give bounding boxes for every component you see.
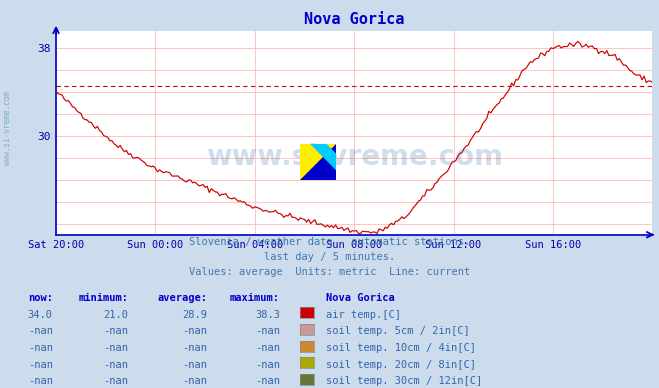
Text: -nan: -nan (255, 343, 280, 353)
Text: maximum:: maximum: (230, 293, 280, 303)
Text: www.si-vreme.com: www.si-vreme.com (206, 143, 503, 171)
Text: Values: average  Units: metric  Line: current: Values: average Units: metric Line: curr… (189, 267, 470, 277)
Text: www.si-vreme.com: www.si-vreme.com (3, 91, 13, 165)
Text: 21.0: 21.0 (103, 310, 129, 320)
Text: -nan: -nan (28, 360, 53, 370)
Text: soil temp. 20cm / 8in[C]: soil temp. 20cm / 8in[C] (326, 360, 476, 370)
Text: soil temp. 30cm / 12in[C]: soil temp. 30cm / 12in[C] (326, 376, 482, 386)
Text: 34.0: 34.0 (28, 310, 53, 320)
Text: Slovenia / weather data - automatic stations.: Slovenia / weather data - automatic stat… (189, 237, 470, 248)
Text: -nan: -nan (28, 326, 53, 336)
Text: now:: now: (28, 293, 53, 303)
Text: 28.9: 28.9 (183, 310, 208, 320)
Text: -nan: -nan (183, 376, 208, 386)
Text: -nan: -nan (255, 326, 280, 336)
Text: -nan: -nan (28, 376, 53, 386)
Text: -nan: -nan (183, 343, 208, 353)
Text: -nan: -nan (103, 343, 129, 353)
Text: average:: average: (158, 293, 208, 303)
Text: soil temp. 5cm / 2in[C]: soil temp. 5cm / 2in[C] (326, 326, 470, 336)
Text: soil temp. 10cm / 4in[C]: soil temp. 10cm / 4in[C] (326, 343, 476, 353)
Text: Nova Gorica: Nova Gorica (326, 293, 395, 303)
Text: -nan: -nan (183, 326, 208, 336)
Text: air temp.[C]: air temp.[C] (326, 310, 401, 320)
Text: -nan: -nan (183, 360, 208, 370)
Polygon shape (300, 144, 336, 180)
Text: -nan: -nan (103, 360, 129, 370)
Text: -nan: -nan (255, 360, 280, 370)
Text: -nan: -nan (103, 376, 129, 386)
Polygon shape (311, 144, 336, 169)
Text: last day / 5 minutes.: last day / 5 minutes. (264, 252, 395, 262)
Text: -nan: -nan (28, 343, 53, 353)
Text: -nan: -nan (255, 376, 280, 386)
Text: 38.3: 38.3 (255, 310, 280, 320)
Title: Nova Gorica: Nova Gorica (304, 12, 405, 27)
Text: minimum:: minimum: (78, 293, 129, 303)
Text: -nan: -nan (103, 326, 129, 336)
Polygon shape (300, 144, 336, 180)
